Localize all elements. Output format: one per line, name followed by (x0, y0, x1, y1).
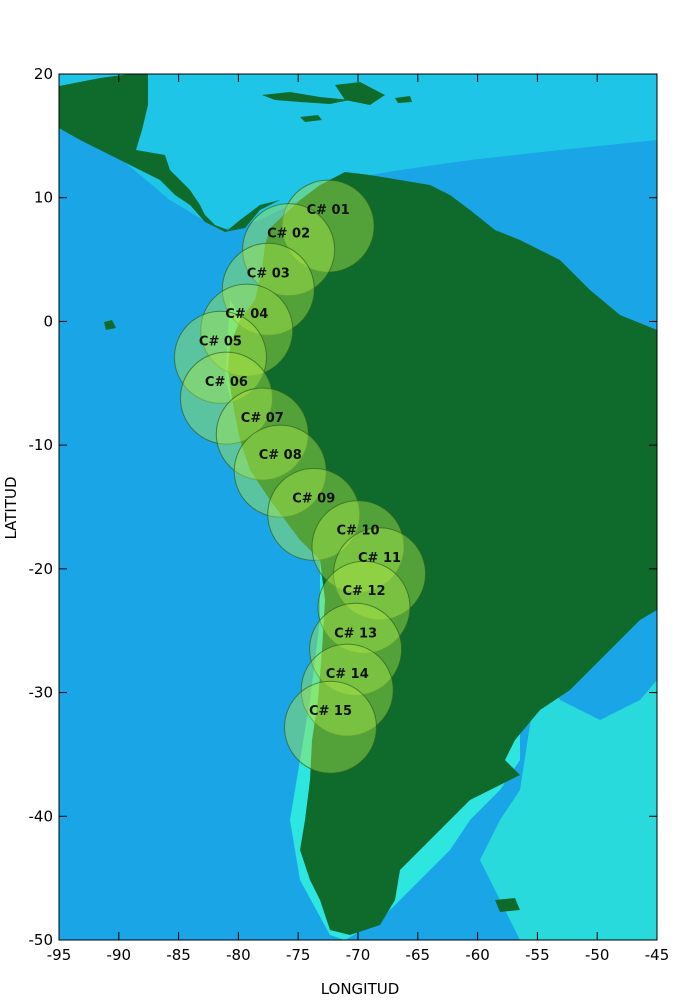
y-tick-label: -40 (29, 807, 54, 825)
zone-label: C# 12 (342, 584, 385, 599)
y-tick-label: 10 (34, 189, 53, 207)
caribbean-islands (104, 82, 412, 330)
zone-circle (317, 560, 411, 654)
zone-label: C# 06 (205, 375, 248, 390)
zones-layer: C# 01 C# 02 C# 03 C# 04 C# 05 C# 06 C# 07 C# 08… (173, 179, 427, 774)
south-america-landmass (228, 172, 657, 935)
x-tick-label: -50 (585, 946, 610, 964)
zone-label: C# 02 (267, 227, 310, 242)
zone-circle (179, 351, 273, 445)
y-tick-label: -20 (29, 560, 54, 578)
x-tick-label: -65 (406, 946, 431, 964)
x-tick-label: -95 (47, 946, 72, 964)
zone-label: C# 07 (241, 411, 284, 426)
y-axis-title: LATITUD (2, 476, 20, 539)
x-tick-label: -80 (226, 946, 251, 964)
zone-label: C# 15 (309, 704, 352, 719)
x-tick-label: -90 (107, 946, 132, 964)
zone-label: C# 13 (334, 626, 377, 641)
x-tick-label: -45 (645, 946, 670, 964)
zone-circle (173, 310, 267, 404)
zone-circle (233, 424, 327, 518)
zone-label: C# 10 (336, 524, 379, 539)
y-axis: 20 10 0 -10 -20 -30 -40 -50 (29, 65, 657, 949)
x-tick-label: -70 (346, 946, 371, 964)
zone-label: C# 14 (326, 667, 369, 682)
x-axis: -95 -90 -85 -80 -75 -70 -65 -60 -55 -50 -45 (47, 74, 670, 964)
zone-label: C# 01 (307, 203, 350, 218)
x-tick-label: -55 (525, 946, 550, 964)
zone-label: C# 09 (292, 491, 335, 506)
zone-circle (200, 283, 294, 377)
zone-label: C# 03 (247, 266, 290, 281)
zone-circle (300, 643, 394, 737)
zone-circle (309, 602, 403, 696)
zone-label: C# 04 (225, 307, 268, 322)
zone-circle (215, 387, 309, 481)
central-america-landmass (59, 74, 280, 232)
falkland-islands (495, 898, 520, 912)
y-tick-label: 0 (43, 312, 53, 330)
zone-circle (283, 680, 377, 774)
zone-circle (311, 500, 405, 594)
y-tick-label: -30 (29, 684, 54, 702)
x-tick-label: -85 (166, 946, 191, 964)
y-tick-label: -50 (29, 931, 54, 949)
zone-label: C# 11 (358, 551, 401, 566)
map-plot-area: C# 01 C# 02 C# 03 C# 04 C# 05 C# 06 C# 07 C# 08… (59, 74, 657, 940)
x-tick-label: -60 (465, 946, 490, 964)
y-tick-label: 20 (34, 65, 53, 83)
zone-label: C# 05 (199, 334, 242, 349)
y-tick-label: -10 (29, 436, 54, 454)
zone-label: C# 08 (259, 448, 302, 463)
zone-circle (333, 527, 427, 621)
x-axis-title: LONGITUD (321, 980, 400, 998)
x-tick-label: -75 (286, 946, 311, 964)
